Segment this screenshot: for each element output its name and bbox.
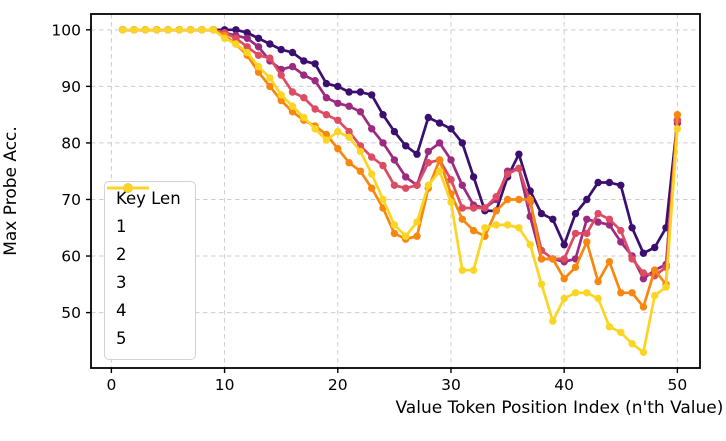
x-axis-label: Value Token Position Index (n'th Value) — [395, 398, 724, 418]
svg-text:30: 30 — [441, 376, 461, 394]
svg-text:60: 60 — [61, 248, 81, 266]
gridlines — [91, 14, 700, 368]
axes-frame — [90, 13, 701, 369]
svg-text:100: 100 — [51, 21, 81, 39]
legend-item-2: 2 — [107, 183, 181, 268]
y-tick-labels: 50 60 70 80 90 100 — [51, 21, 81, 322]
tick-marks — [86, 29, 679, 373]
legend-item-5: 5 — [107, 183, 181, 352]
legend-label: 2 — [116, 244, 127, 264]
legend: Key Len 1 2 3 4 5 — [104, 181, 196, 360]
series-3 — [119, 26, 682, 280]
legend-title: Key Len — [116, 189, 181, 208]
svg-text:50: 50 — [667, 376, 687, 394]
y-axis-label: Max Probe Acc. — [1, 126, 21, 256]
svg-text:40: 40 — [554, 376, 574, 394]
svg-text:90: 90 — [61, 78, 81, 96]
legend-label: 5 — [116, 328, 127, 348]
svg-text:70: 70 — [61, 191, 81, 209]
svg-text:0: 0 — [106, 376, 116, 394]
legend-item-4: 4 — [107, 183, 181, 324]
legend-item-1: 1 — [107, 183, 181, 240]
legend-label: 4 — [116, 300, 127, 320]
series-2 — [119, 26, 682, 283]
x-tick-labels: 0 10 20 30 40 50 — [106, 376, 687, 394]
series-5 — [119, 26, 682, 356]
legend-label: 3 — [116, 272, 127, 292]
legend-item-3: 3 — [107, 183, 181, 296]
svg-text:20: 20 — [328, 376, 348, 394]
legend-line-marker-icon — [107, 183, 149, 193]
svg-text:10: 10 — [215, 376, 235, 394]
svg-text:50: 50 — [61, 304, 81, 322]
svg-text:80: 80 — [61, 134, 81, 152]
legend-label: 1 — [116, 216, 127, 236]
